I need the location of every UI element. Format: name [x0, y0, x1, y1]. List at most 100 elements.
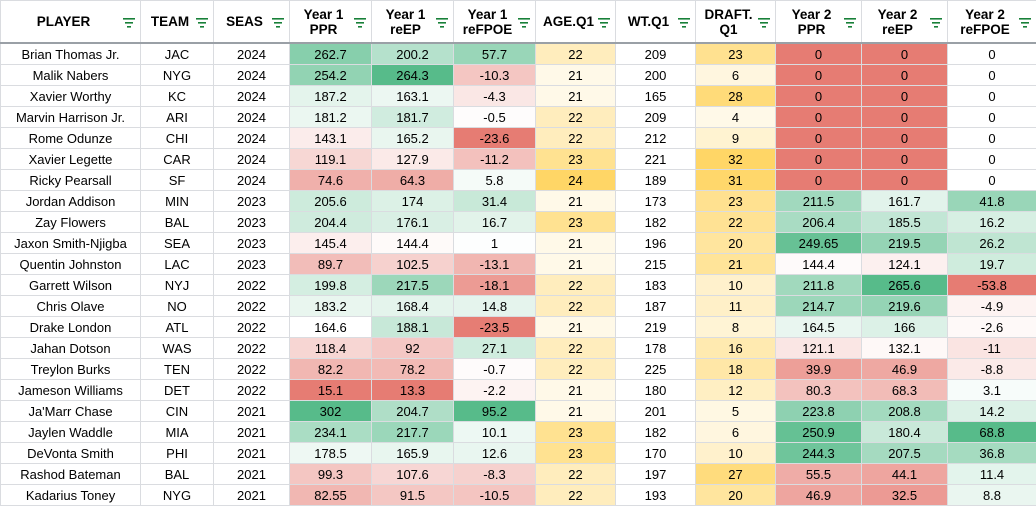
- cell-y2ppr[interactable]: 0: [775, 42, 862, 65]
- cell-seas[interactable]: 2022: [213, 274, 290, 296]
- cell-y1reep[interactable]: 204.7: [371, 400, 454, 422]
- cell-player[interactable]: Jahan Dotson: [0, 337, 141, 359]
- cell-age[interactable]: 24: [535, 169, 616, 191]
- cell-draft[interactable]: 5: [695, 400, 776, 422]
- cell-y2reep[interactable]: 132.1: [861, 337, 948, 359]
- cell-y2refpoe[interactable]: 26.2: [947, 232, 1036, 254]
- cell-age[interactable]: 22: [535, 337, 616, 359]
- cell-y2refpoe[interactable]: 68.8: [947, 421, 1036, 443]
- cell-y2refpoe[interactable]: 0: [947, 85, 1036, 107]
- cell-age[interactable]: 23: [535, 211, 616, 233]
- cell-wt[interactable]: 215: [615, 253, 696, 275]
- cell-team[interactable]: CHI: [140, 127, 214, 149]
- cell-wt[interactable]: 201: [615, 400, 696, 422]
- cell-y1refpoe[interactable]: -0.7: [453, 358, 536, 380]
- column-header-y2ppr[interactable]: Year 2 PPR: [775, 0, 862, 44]
- cell-player[interactable]: Drake London: [0, 316, 141, 338]
- cell-y1ppr[interactable]: 145.4: [289, 232, 372, 254]
- filter-icon[interactable]: [678, 16, 690, 28]
- cell-player[interactable]: Jaylen Waddle: [0, 421, 141, 443]
- cell-y1reep[interactable]: 200.2: [371, 42, 454, 65]
- cell-y1refpoe[interactable]: -13.1: [453, 253, 536, 275]
- cell-y1ppr[interactable]: 204.4: [289, 211, 372, 233]
- cell-player[interactable]: Treylon Burks: [0, 358, 141, 380]
- cell-y1reep[interactable]: 176.1: [371, 211, 454, 233]
- cell-age[interactable]: 21: [535, 316, 616, 338]
- cell-y1reep[interactable]: 174: [371, 190, 454, 212]
- cell-wt[interactable]: 187: [615, 295, 696, 317]
- filter-icon[interactable]: [272, 16, 284, 28]
- cell-y2refpoe[interactable]: -53.8: [947, 274, 1036, 296]
- cell-y1reep[interactable]: 181.7: [371, 106, 454, 128]
- cell-player[interactable]: Jameson Williams: [0, 379, 141, 401]
- cell-y1refpoe[interactable]: -2.2: [453, 379, 536, 401]
- cell-draft[interactable]: 23: [695, 42, 776, 65]
- cell-age[interactable]: 22: [535, 358, 616, 380]
- cell-y2ppr[interactable]: 0: [775, 85, 862, 107]
- cell-age[interactable]: 21: [535, 85, 616, 107]
- cell-y1reep[interactable]: 264.3: [371, 64, 454, 86]
- cell-draft[interactable]: 22: [695, 211, 776, 233]
- cell-wt[interactable]: 212: [615, 127, 696, 149]
- cell-age[interactable]: 22: [535, 295, 616, 317]
- cell-y2ppr[interactable]: 211.8: [775, 274, 862, 296]
- cell-age[interactable]: 21: [535, 232, 616, 254]
- cell-team[interactable]: SF: [140, 169, 214, 191]
- cell-seas[interactable]: 2024: [213, 64, 290, 86]
- cell-y2refpoe[interactable]: 0: [947, 169, 1036, 191]
- cell-y2reep[interactable]: 207.5: [861, 442, 948, 464]
- cell-draft[interactable]: 10: [695, 442, 776, 464]
- cell-y1refpoe[interactable]: -4.3: [453, 85, 536, 107]
- cell-y2reep[interactable]: 166: [861, 316, 948, 338]
- cell-player[interactable]: Brian Thomas Jr.: [0, 42, 141, 65]
- cell-y1ppr[interactable]: 254.2: [289, 64, 372, 86]
- cell-y2reep[interactable]: 44.1: [861, 463, 948, 485]
- cell-y2refpoe[interactable]: 0: [947, 148, 1036, 170]
- cell-y1refpoe[interactable]: 14.8: [453, 295, 536, 317]
- cell-y1reep[interactable]: 91.5: [371, 484, 454, 506]
- cell-y2refpoe[interactable]: 0: [947, 64, 1036, 86]
- cell-y2refpoe[interactable]: -11: [947, 337, 1036, 359]
- cell-y2ppr[interactable]: 0: [775, 169, 862, 191]
- cell-y2reep[interactable]: 185.5: [861, 211, 948, 233]
- cell-draft[interactable]: 10: [695, 274, 776, 296]
- cell-wt[interactable]: 196: [615, 232, 696, 254]
- cell-wt[interactable]: 209: [615, 106, 696, 128]
- cell-y2refpoe[interactable]: -4.9: [947, 295, 1036, 317]
- cell-seas[interactable]: 2021: [213, 442, 290, 464]
- cell-y1refpoe[interactable]: -18.1: [453, 274, 536, 296]
- cell-team[interactable]: BAL: [140, 463, 214, 485]
- cell-y2reep[interactable]: 0: [861, 148, 948, 170]
- cell-y2ppr[interactable]: 0: [775, 106, 862, 128]
- cell-y1ppr[interactable]: 143.1: [289, 127, 372, 149]
- cell-age[interactable]: 22: [535, 106, 616, 128]
- cell-draft[interactable]: 11: [695, 295, 776, 317]
- filter-icon[interactable]: [123, 16, 135, 28]
- cell-wt[interactable]: 182: [615, 421, 696, 443]
- cell-team[interactable]: NYG: [140, 64, 214, 86]
- cell-draft[interactable]: 32: [695, 148, 776, 170]
- cell-y1refpoe[interactable]: -23.6: [453, 127, 536, 149]
- cell-y2reep[interactable]: 219.5: [861, 232, 948, 254]
- cell-y1ppr[interactable]: 118.4: [289, 337, 372, 359]
- cell-age[interactable]: 22: [535, 274, 616, 296]
- cell-y1refpoe[interactable]: 12.6: [453, 442, 536, 464]
- column-header-draft[interactable]: DRAFT. Q1: [695, 0, 776, 44]
- cell-y2reep[interactable]: 219.6: [861, 295, 948, 317]
- cell-y2refpoe[interactable]: -2.6: [947, 316, 1036, 338]
- cell-seas[interactable]: 2021: [213, 421, 290, 443]
- cell-y1ppr[interactable]: 178.5: [289, 442, 372, 464]
- cell-player[interactable]: Marvin Harrison Jr.: [0, 106, 141, 128]
- cell-y2reep[interactable]: 68.3: [861, 379, 948, 401]
- cell-y2reep[interactable]: 208.8: [861, 400, 948, 422]
- cell-y1ppr[interactable]: 164.6: [289, 316, 372, 338]
- cell-age[interactable]: 21: [535, 400, 616, 422]
- cell-seas[interactable]: 2022: [213, 295, 290, 317]
- filter-icon[interactable]: [598, 16, 610, 28]
- cell-y2reep[interactable]: 32.5: [861, 484, 948, 506]
- cell-y1reep[interactable]: 144.4: [371, 232, 454, 254]
- cell-player[interactable]: Malik Nabers: [0, 64, 141, 86]
- cell-y1reep[interactable]: 107.6: [371, 463, 454, 485]
- cell-seas[interactable]: 2023: [213, 190, 290, 212]
- cell-team[interactable]: NYG: [140, 484, 214, 506]
